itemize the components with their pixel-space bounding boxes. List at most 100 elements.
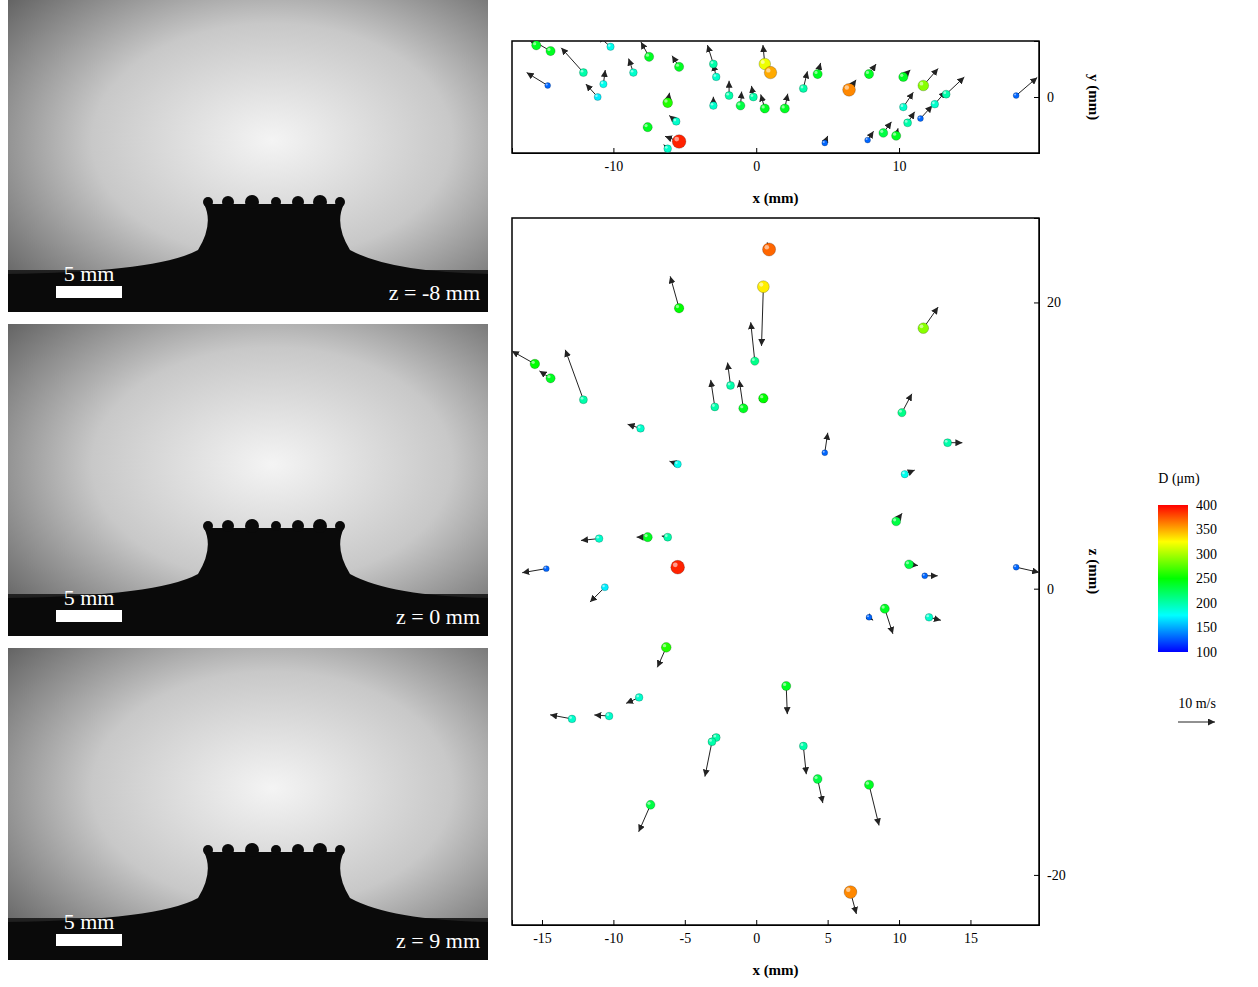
- y-axis: 0: [1034, 42, 1054, 154]
- droplet-highlight: [647, 802, 650, 805]
- droplet-highlight: [920, 324, 924, 328]
- crown-rim: [245, 519, 259, 533]
- droplet: [899, 72, 908, 81]
- velocity-arrow: [1016, 567, 1039, 572]
- droplet: [672, 118, 680, 126]
- droplet-highlight: [728, 383, 731, 386]
- droplet: [736, 101, 745, 110]
- tick-label: -5: [679, 931, 691, 946]
- tick-mark: [542, 920, 543, 925]
- droplet-highlight: [801, 86, 804, 89]
- droplet-highlight: [764, 245, 769, 250]
- droplet: [635, 694, 643, 702]
- tick: 400: [1188, 498, 1217, 513]
- droplet: [922, 573, 928, 579]
- droplet-highlight: [945, 440, 948, 443]
- droplet-highlight: [709, 739, 712, 742]
- crown-rim: [335, 197, 345, 207]
- tick-label: 15: [964, 931, 978, 946]
- tick: -20: [1034, 868, 1066, 883]
- droplet: [892, 131, 901, 140]
- droplet-highlight: [901, 104, 904, 107]
- droplet-highlight: [546, 83, 548, 85]
- droplet-highlight: [711, 61, 714, 64]
- tick-label: -10: [605, 931, 624, 946]
- crown-rim: [222, 844, 234, 856]
- x-axis-title: x (mm): [752, 190, 798, 207]
- droplet: [674, 62, 683, 71]
- droplet: [645, 52, 654, 61]
- tick-label: -20: [1047, 868, 1066, 883]
- droplet-highlight: [740, 405, 743, 408]
- droplet-highlight: [581, 397, 584, 400]
- droplet: [712, 73, 720, 81]
- droplet: [661, 642, 671, 652]
- droplet: [925, 613, 933, 621]
- tick: 15: [964, 920, 978, 946]
- tick-mark: [685, 920, 686, 925]
- droplet-highlight: [676, 64, 679, 67]
- droplet-highlight: [1014, 565, 1016, 567]
- photo-panel: 5 mmz = 0 mm: [8, 324, 488, 636]
- droplet-highlight: [644, 124, 647, 127]
- photo-panel: 5 mmz = -8 mm: [8, 0, 488, 312]
- velocity-arrow: [527, 73, 548, 86]
- droplet-highlight: [569, 716, 572, 719]
- droplet-highlight: [714, 74, 717, 77]
- tick-mark: [899, 920, 900, 925]
- crown-rim: [271, 521, 281, 531]
- droplet: [782, 681, 791, 690]
- droplet: [708, 738, 716, 746]
- crown-rim: [203, 845, 213, 855]
- velocity-arrow: [522, 569, 546, 573]
- droplet: [844, 886, 857, 899]
- droplet: [543, 566, 549, 572]
- droplet: [664, 145, 672, 153]
- tick: -15: [533, 920, 552, 946]
- velocity-reference-label: 10 m/s: [1178, 696, 1216, 711]
- droplet-highlight: [918, 116, 920, 118]
- droplet: [530, 359, 540, 369]
- crown-rim: [271, 845, 281, 855]
- droplet: [759, 394, 769, 404]
- droplet: [643, 123, 652, 132]
- plot: -100100: [512, 41, 1054, 174]
- droplet: [905, 560, 914, 569]
- tick: -10: [605, 148, 624, 174]
- colorbar: [1158, 505, 1188, 652]
- droplet: [942, 90, 950, 98]
- droplet: [630, 69, 638, 77]
- tick-mark: [1034, 875, 1039, 876]
- velocity-arrow: [762, 287, 764, 346]
- droplet-highlight: [676, 305, 679, 308]
- droplets: [512, 242, 1039, 913]
- tick-mark: [613, 148, 614, 153]
- velocity-arrow: [869, 785, 879, 826]
- droplet: [545, 83, 551, 89]
- droplet-highlight: [783, 683, 786, 686]
- tick: -10: [605, 920, 624, 946]
- droplet-highlight: [761, 60, 765, 64]
- droplet: [579, 396, 587, 404]
- tick-label: -15: [533, 931, 552, 946]
- droplet-highlight: [906, 561, 909, 564]
- droplet: [866, 614, 872, 620]
- scale-bar: [56, 610, 122, 622]
- tick: 250: [1188, 571, 1217, 586]
- droplet-highlight: [636, 695, 639, 698]
- tick-label: 150: [1196, 620, 1217, 635]
- tick: 150: [1188, 620, 1217, 635]
- droplet: [901, 470, 908, 477]
- droplet: [799, 84, 807, 92]
- velocity-arrow: [629, 59, 634, 73]
- velocity-arrow: [752, 86, 754, 97]
- droplet-highlight: [606, 713, 609, 716]
- droplet-highlight: [675, 462, 678, 465]
- droplet: [865, 137, 871, 143]
- droplet-highlight: [766, 68, 770, 72]
- scale-bar-label: 5 mm: [64, 585, 115, 610]
- velocity-arrow: [705, 742, 712, 777]
- droplet: [671, 560, 685, 574]
- splash-crown: [8, 852, 488, 960]
- crown-rim: [245, 195, 259, 209]
